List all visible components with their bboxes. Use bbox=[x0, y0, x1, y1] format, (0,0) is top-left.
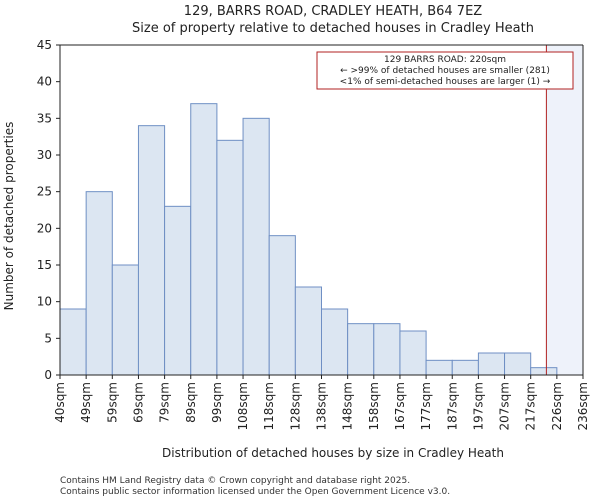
bar-108sqm bbox=[242, 117, 270, 376]
x-tick-label: 217sqm bbox=[524, 382, 538, 430]
x-tick-label: 177sqm bbox=[419, 382, 433, 430]
footer-line-1: Contains HM Land Registry data © Crown c… bbox=[60, 476, 410, 486]
y-tick-label: 45 bbox=[37, 38, 52, 52]
x-tick-label: 187sqm bbox=[445, 382, 459, 430]
bar-69sqm bbox=[137, 125, 166, 376]
shaded-region bbox=[546, 45, 583, 375]
bar-158sqm bbox=[373, 323, 401, 376]
y-tick-label: 20 bbox=[37, 221, 52, 235]
x-tick-label: 89sqm bbox=[184, 382, 198, 423]
chart-title: 129, BARRS ROAD, CRADLEY HEATH, B64 7EZ bbox=[184, 4, 482, 19]
chart-subtitle: Size of property relative to detached ho… bbox=[132, 21, 534, 36]
y-tick-label: 40 bbox=[37, 75, 52, 89]
bar-49sqm bbox=[85, 191, 113, 376]
y-axis-ticks: 0 5 10 15 20 25 30 35 40 45 bbox=[37, 38, 60, 382]
x-tick-label: 128sqm bbox=[288, 382, 302, 430]
x-tick-label: 167sqm bbox=[393, 382, 407, 430]
bar-79sqm bbox=[164, 205, 192, 376]
x-tick-label: 236sqm bbox=[576, 382, 590, 430]
bar-118sqm bbox=[268, 235, 296, 376]
bar-177sqm bbox=[425, 359, 453, 376]
bar-99sqm bbox=[216, 139, 244, 376]
bar-197sqm bbox=[477, 352, 506, 376]
annotation-frame bbox=[316, 51, 574, 90]
bar-40sqm bbox=[59, 308, 87, 376]
y-tick-label: 5 bbox=[44, 331, 52, 345]
bars-group bbox=[59, 103, 558, 376]
x-tick-label: 138sqm bbox=[315, 382, 329, 430]
bar-128sqm bbox=[294, 286, 323, 376]
bar-138sqm bbox=[321, 308, 349, 376]
annotation-box: 129 BARRS ROAD: 220sqm ← >99% of detache… bbox=[316, 51, 574, 90]
bar-59sqm bbox=[111, 264, 139, 376]
y-tick-label: 10 bbox=[37, 295, 52, 309]
y-tick-label: 35 bbox=[37, 111, 52, 125]
y-tick-label: 25 bbox=[37, 185, 52, 199]
x-tick-label: 59sqm bbox=[105, 382, 119, 423]
bar-89sqm bbox=[190, 103, 218, 376]
annotation-line-2: ← >99% of detached houses are smaller (2… bbox=[340, 66, 550, 76]
x-tick-label: 49sqm bbox=[79, 382, 93, 423]
bar-207sqm bbox=[504, 352, 532, 376]
annotation-line-3: <1% of semi-detached houses are larger (… bbox=[340, 77, 551, 87]
x-tick-label: 108sqm bbox=[236, 382, 250, 430]
y-tick-label: 30 bbox=[37, 148, 52, 162]
footer-line-2: Contains public sector information licen… bbox=[60, 487, 450, 497]
annotation-line-1: 129 BARRS ROAD: 220sqm bbox=[384, 55, 506, 65]
x-tick-label: 40sqm bbox=[53, 382, 67, 423]
x-axis-label: Distribution of detached houses by size … bbox=[162, 446, 504, 460]
x-tick-label: 226sqm bbox=[550, 382, 564, 430]
bar-167sqm bbox=[399, 330, 427, 376]
y-tick-label: 0 bbox=[44, 368, 52, 382]
x-tick-label: 148sqm bbox=[341, 382, 355, 430]
bar-148sqm bbox=[347, 323, 375, 376]
y-axis-label: Number of detached properties bbox=[2, 122, 16, 311]
x-axis-ticks: 40sqm 49sqm 59sqm 69sqm 79sqm 89sqm 99sqm 108sq… bbox=[53, 375, 590, 430]
x-tick-label: 69sqm bbox=[131, 382, 145, 423]
x-tick-label: 79sqm bbox=[158, 382, 172, 423]
bar-187sqm bbox=[451, 359, 479, 376]
x-tick-label: 118sqm bbox=[262, 382, 276, 430]
x-tick-label: 158sqm bbox=[367, 382, 381, 430]
x-tick-label: 207sqm bbox=[498, 382, 512, 430]
x-tick-label: 197sqm bbox=[471, 382, 485, 430]
y-tick-label: 15 bbox=[37, 258, 52, 272]
bar-217sqm bbox=[530, 367, 558, 376]
x-tick-label: 99sqm bbox=[210, 382, 224, 423]
